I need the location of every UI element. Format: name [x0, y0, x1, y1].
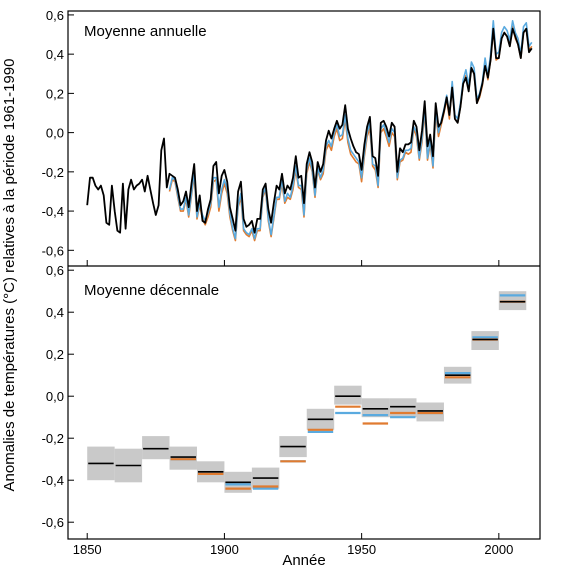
annual-ytick-label: -0,6	[42, 243, 64, 258]
xtick-label: 2000	[484, 542, 513, 557]
decadal-ytick-label: -0,2	[42, 431, 64, 446]
annual-ytick-label: 0,0	[46, 126, 64, 141]
decade-uncertainty-box	[389, 398, 417, 418]
annual-series-orange-line	[168, 25, 533, 242]
annual-ytick-label: 0,6	[46, 8, 64, 23]
decadal-ytick-label: -0,4	[42, 473, 64, 488]
decadal-ytick-label: 0,4	[46, 305, 64, 320]
decadal-ytick-label: -0,6	[42, 515, 64, 530]
decadal-mean-panel: Moyenne décennale 0,6 0,4 0,2 0,0 -0,2 -0,4 -0…	[42, 263, 527, 530]
decadal-ytick-label: 0,2	[46, 347, 64, 362]
decade-uncertainty-box	[142, 436, 170, 460]
annual-ytick-label: -0,4	[42, 204, 64, 219]
decade-uncertainty-box	[334, 385, 362, 405]
plot-frame	[67, 10, 541, 540]
decade-uncertainty-box	[361, 398, 390, 418]
annual-panel-title: Moyenne annuelle	[84, 23, 207, 40]
annual-mean-panel: Moyenne annuelle 0,6 0,4 0,2 0,0 -0,2 -0,4 -0,…	[42, 8, 533, 258]
xtick-label: 1950	[347, 542, 376, 557]
decadal-ytick-label: 0,0	[46, 389, 64, 404]
annual-ytick-label: 0,2	[46, 86, 64, 101]
y-axis-label: Anomalies de températures (°C) relatives…	[1, 59, 18, 492]
annual-ytick-label: -0,2	[42, 165, 64, 180]
annual-ytick-label: 0,4	[46, 47, 64, 62]
x-axis-label: Année	[282, 552, 325, 569]
xtick-label: 1900	[210, 542, 239, 557]
annual-series-black-line	[86, 27, 533, 234]
decadal-panel-title: Moyenne décennale	[84, 282, 219, 299]
annual-series-blue-line	[168, 19, 533, 240]
xtick-label: 1850	[73, 542, 102, 557]
decadal-ytick-label: 0,6	[46, 263, 64, 278]
